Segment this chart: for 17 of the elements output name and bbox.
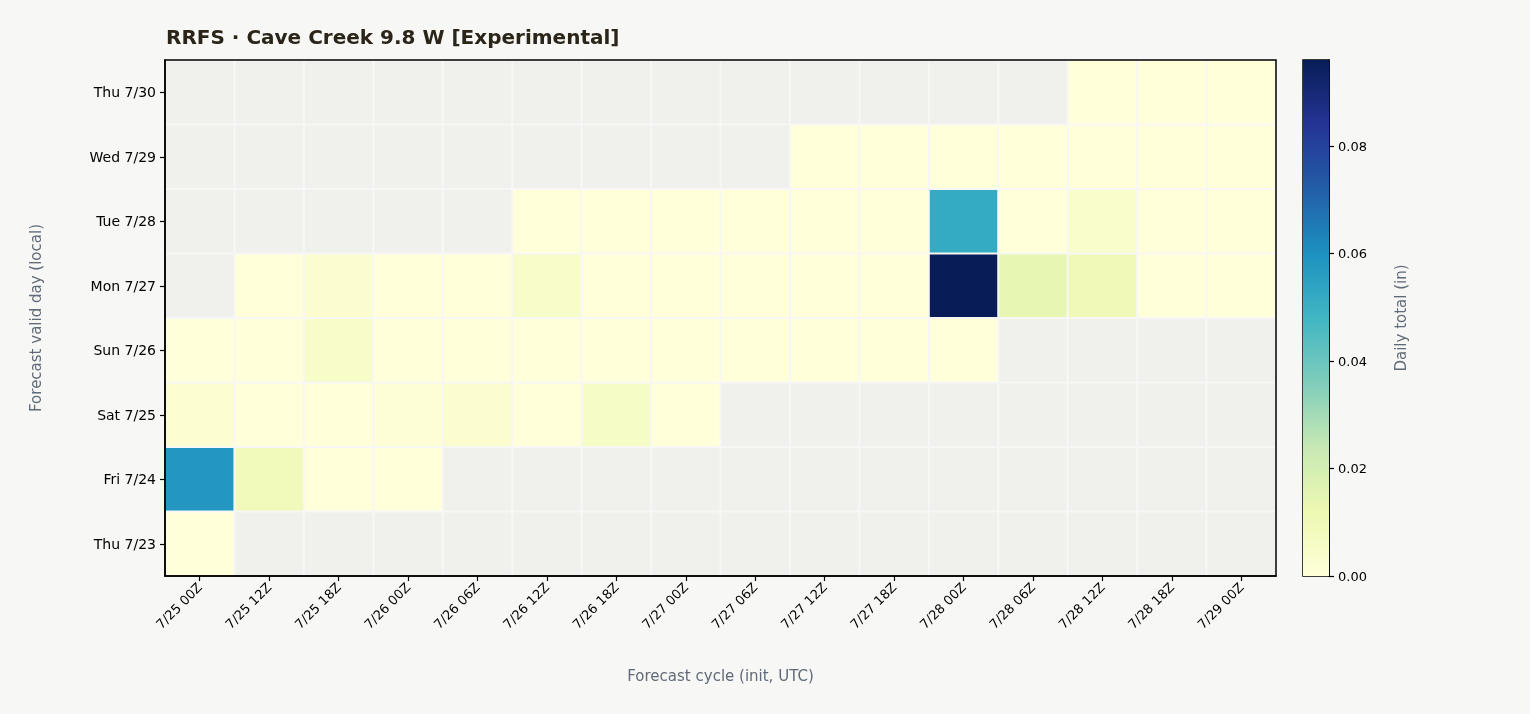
- color-bar-label: 0.02: [1338, 461, 1367, 476]
- color-bar-label: 0.00: [1338, 568, 1367, 584]
- x-axis-title: Forecast cycle (init, UTC): [627, 666, 814, 685]
- y-tick-label: Tue 7/28: [95, 213, 156, 230]
- y-tick-label: Sun 7/26: [93, 342, 157, 359]
- y-tick-label: Sat 7/25: [97, 406, 156, 423]
- y-tick-label: Thu 7/23: [92, 535, 156, 552]
- y-tick-label: Thu 7/30: [92, 84, 156, 101]
- color-bar-title: Daily total (in): [1391, 264, 1410, 372]
- y-axis-title: Forecast valid day (local): [26, 224, 45, 412]
- y-tick-label: Mon 7/27: [90, 277, 156, 294]
- y-tick-label: Fri 7/24: [103, 471, 157, 488]
- chart-title: RRFS · Cave Creek 9.8 W [Experimental]: [166, 25, 620, 49]
- color-bar-label: 0.06: [1338, 246, 1367, 261]
- y-tick-label: Wed 7/29: [89, 148, 156, 165]
- color-bar-label: 0.04: [1338, 353, 1367, 369]
- color-bar-label: 0.08: [1338, 138, 1367, 154]
